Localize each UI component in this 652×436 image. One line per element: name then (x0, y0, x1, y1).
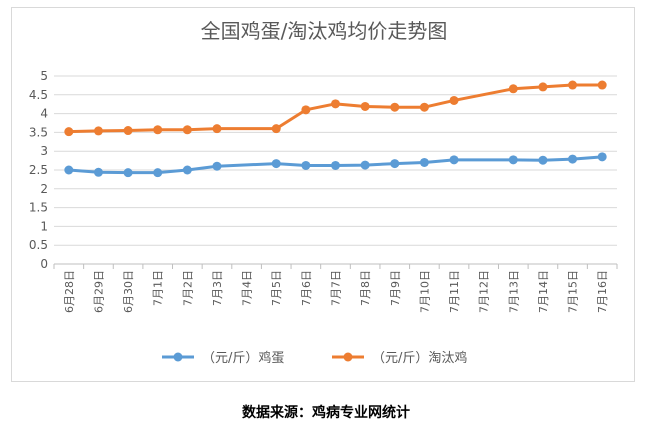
y-tick-label: 5 (40, 69, 48, 83)
data-source-note: 数据来源：鸡病专业网统计 (242, 405, 410, 421)
y-tick-label: 1.5 (29, 201, 48, 215)
x-tick-label: 7月10日 (418, 270, 431, 313)
y-tick-label: 3.5 (29, 125, 48, 139)
legend-marker-1 (173, 352, 183, 362)
x-tick-label: 7月11日 (448, 270, 461, 313)
data-point-series-2 (449, 95, 459, 105)
data-point-series-1 (93, 167, 103, 177)
data-point-series-2 (212, 124, 222, 134)
data-point-series-2 (153, 125, 163, 135)
data-point-series-2 (271, 124, 281, 134)
line-chart: 全国鸡蛋/淘汰鸡均价走势图 0 0.5 1 1.5 2 2.5 3 3.5 4 4.5 5 6月28… (29, 19, 618, 366)
data-point-series-1 (64, 165, 74, 175)
x-tick-label: 7月13日 (507, 270, 520, 313)
x-tick-label: 6月28日 (63, 270, 76, 313)
data-point-series-1 (419, 157, 429, 167)
y-tick-label: 2.5 (29, 163, 48, 177)
data-point-series-2 (93, 126, 103, 136)
x-tick-label: 7月9日 (389, 270, 402, 306)
data-point-series-1 (212, 161, 222, 171)
data-point-series-1 (153, 168, 163, 178)
data-point-series-2 (360, 101, 370, 111)
chart-frame: 全国鸡蛋/淘汰鸡均价走势图 0 0.5 1 1.5 2 2.5 3 3.5 4 4.5 5 6月28… (11, 7, 635, 382)
data-point-series-2 (538, 82, 548, 92)
x-tick-label: 7月16日 (596, 270, 609, 313)
y-tick-label: 0.5 (29, 238, 48, 252)
data-point-series-2 (123, 126, 133, 136)
data-point-series-1 (538, 155, 548, 165)
x-tick-label: 7月8日 (359, 270, 372, 306)
x-tick-label: 7月5日 (270, 270, 283, 306)
chart-title: 全国鸡蛋/淘汰鸡均价走势图 (201, 19, 448, 43)
data-point-series-1 (360, 160, 370, 170)
data-point-series-2 (182, 125, 192, 135)
y-tick-label: 1 (40, 219, 48, 233)
legend: （元/斤）鸡蛋 （元/斤）淘汰鸡 (162, 350, 467, 366)
data-point-series-1 (182, 165, 192, 175)
data-point-series-1 (449, 155, 459, 165)
data-point-series-2 (597, 80, 607, 90)
x-tick-label: 7月4日 (241, 270, 254, 306)
series-lines (64, 80, 607, 178)
data-point-series-1 (508, 155, 518, 165)
x-tick-label: 7月2日 (181, 270, 194, 306)
data-point-series-1 (331, 160, 340, 170)
x-tick-label: 7月6日 (300, 270, 313, 306)
x-tick-label: 7月3日 (211, 270, 224, 306)
data-point-series-1 (568, 154, 578, 164)
gridlines (54, 75, 617, 265)
data-point-series-2 (568, 80, 578, 90)
data-point-series-1 (390, 159, 400, 169)
y-tick-label: 0 (40, 257, 48, 271)
legend-label-1: （元/斤）鸡蛋 (202, 350, 284, 366)
y-tick-label: 4 (40, 107, 48, 121)
x-tick-label: 7月1日 (152, 270, 165, 306)
data-point-series-1 (301, 160, 311, 170)
x-tick-label: 6月29日 (92, 270, 105, 313)
x-tick-label: 7月12日 (478, 270, 491, 313)
data-point-series-2 (301, 105, 311, 115)
data-point-series-2 (64, 127, 74, 137)
series-line-2 (68, 83, 603, 134)
y-axis-tick-labels: 0 0.5 1 1.5 2 2.5 3 3.5 4 4.5 5 (29, 69, 48, 271)
y-tick-label: 2 (40, 182, 48, 196)
data-point-series-1 (597, 152, 607, 162)
legend-label-2: （元/斤）淘汰鸡 (372, 350, 467, 366)
x-tick-label: 7月14日 (537, 270, 550, 313)
data-point-series-1 (271, 159, 281, 169)
data-point-series-2 (508, 84, 518, 94)
x-tick-label: 7月15日 (567, 270, 580, 313)
y-tick-label: 4.5 (29, 88, 48, 102)
data-point-series-2 (419, 102, 429, 112)
y-tick-label: 3 (40, 144, 48, 158)
x-axis-tick-labels: 6月28日 6月29日 6月30日 7月1日 7月2日 7月3日 7月4日 7月5日 7月6日 7… (53, 264, 618, 313)
data-point-series-2 (331, 99, 340, 109)
legend-marker-2 (343, 352, 353, 362)
data-point-series-2 (390, 102, 400, 112)
data-point-series-1 (123, 168, 133, 178)
x-tick-label: 6月30日 (122, 270, 135, 313)
x-tick-label: 7月7日 (330, 270, 343, 306)
